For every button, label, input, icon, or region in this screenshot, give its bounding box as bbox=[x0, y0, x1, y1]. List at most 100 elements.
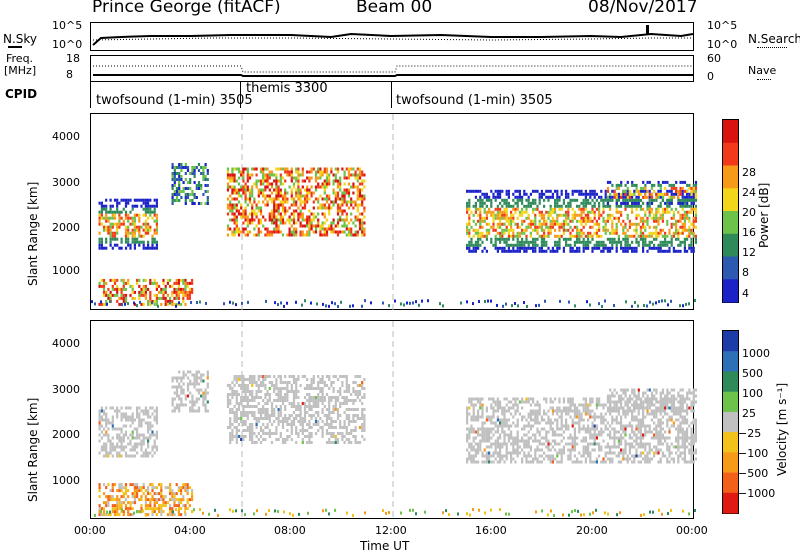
scatter-cell-region-1 bbox=[144, 296, 147, 300]
scatter-cell-region-2 bbox=[182, 181, 185, 184]
scatter-cell-region-3 bbox=[356, 203, 359, 207]
scatter-cell-region-2 bbox=[186, 376, 190, 380]
scatter-cell-region-0 bbox=[105, 237, 108, 241]
scatter-cell-region-4 bbox=[620, 210, 623, 214]
scatter-cell-region-0 bbox=[118, 225, 121, 229]
scatter-cell-region-3 bbox=[314, 230, 318, 234]
scatter-cell-region-0 bbox=[136, 433, 139, 437]
scatter-cell-region-4 bbox=[551, 210, 554, 214]
scatter-cell-region-4 bbox=[523, 228, 526, 232]
scatter-cell-region-4 bbox=[510, 424, 513, 428]
scatter-cell-region-4 bbox=[507, 189, 510, 193]
scatter-cell-region-1 bbox=[175, 290, 178, 294]
scatter-cell-region-3 bbox=[284, 206, 287, 210]
scatter-cell-region-4 bbox=[591, 192, 594, 196]
scatter-cell-region-4 bbox=[633, 228, 636, 232]
scatter-cell-region-2 bbox=[191, 400, 194, 404]
scatter-cell-region-4 bbox=[529, 204, 532, 208]
scatter-cell-region-1 bbox=[124, 296, 128, 300]
scatter-cell-region-0 bbox=[140, 225, 143, 229]
scatter-cell-region-4 bbox=[481, 439, 484, 443]
scatter-cell-region-4 bbox=[615, 207, 618, 211]
scatter-cell-region-4 bbox=[532, 418, 535, 422]
scatter-cell-region-4 bbox=[666, 249, 669, 253]
scatter-cell-region-5 bbox=[631, 183, 634, 187]
scatter-cell-region-0 bbox=[153, 204, 156, 208]
scatter-cell-region-5 bbox=[606, 189, 610, 193]
scatter-cell-near-range bbox=[175, 304, 177, 308]
scatter-cell-region-4 bbox=[642, 234, 645, 238]
scatter-cell-region-3 bbox=[301, 402, 304, 405]
scatter-cell-region-3 bbox=[347, 390, 351, 393]
scatter-cell-region-1 bbox=[155, 513, 158, 517]
scatter-cell-region-0 bbox=[136, 445, 139, 449]
scatter-cell-region-0 bbox=[131, 216, 134, 220]
scatter-cell-region-3 bbox=[336, 170, 340, 174]
scatter-cell-region-3 bbox=[268, 233, 271, 237]
scatter-cell-region-4 bbox=[490, 445, 493, 449]
scatter-cell-region-3 bbox=[328, 179, 331, 183]
scatter-cell-region-4 bbox=[507, 216, 510, 220]
scatter-cell-region-4 bbox=[510, 204, 513, 208]
scatter-cell-region-4 bbox=[675, 225, 678, 229]
scatter-cell-region-3 bbox=[281, 438, 285, 441]
scatter-cell-region-2 bbox=[193, 409, 196, 413]
scatter-cell-region-4 bbox=[538, 460, 541, 464]
scatter-cell-region-3 bbox=[332, 218, 335, 222]
scatter-cell-region-4 bbox=[653, 216, 656, 220]
scatter-cell-region-3 bbox=[310, 441, 313, 444]
scatter-cell-region-4 bbox=[532, 210, 535, 214]
scatter-cell-region-4 bbox=[466, 246, 469, 250]
scatter-cell-region-2 bbox=[178, 370, 181, 374]
scatter-cell-region-3 bbox=[358, 182, 362, 186]
scatter-cell-region-3 bbox=[356, 218, 359, 222]
scatter-cell-region-2 bbox=[204, 163, 207, 166]
scatter-cell-region-3 bbox=[299, 230, 302, 234]
scatter-cell-near-range bbox=[418, 303, 420, 307]
scatter-cell-region-0 bbox=[100, 445, 103, 449]
scatter-cell-region-1 bbox=[124, 504, 128, 508]
scatter-cell-region-4 bbox=[485, 406, 488, 410]
scatter-cell-region-4 bbox=[558, 442, 561, 446]
scatter-cell-region-4 bbox=[604, 192, 607, 196]
scatter-cell-region-4 bbox=[518, 189, 521, 193]
scatter-cell-region-5 bbox=[692, 189, 695, 193]
scatter-cell-region-4 bbox=[571, 192, 574, 196]
scatter-cell-region-4 bbox=[514, 222, 517, 226]
scatter-cell-region-4 bbox=[547, 228, 550, 232]
scatter-cell-region-4 bbox=[521, 213, 524, 217]
scatter-cell-region-4 bbox=[523, 442, 526, 446]
scatter-cell-region-1 bbox=[162, 287, 165, 291]
scatter-cell-region-4 bbox=[503, 249, 506, 253]
scatter-cell-region-4 bbox=[562, 436, 565, 440]
scatter-cell-region-4 bbox=[507, 400, 510, 404]
scatter-cell-region-3 bbox=[288, 230, 291, 234]
scatter-cell-region-4 bbox=[479, 415, 482, 419]
scatter-cell-region-4 bbox=[624, 249, 627, 253]
scatter-cell-region-0 bbox=[120, 436, 123, 440]
scatter-cell-region-3 bbox=[297, 167, 300, 171]
scatter-cell-region-4 bbox=[488, 222, 491, 226]
scatter-cell-region-3 bbox=[233, 378, 236, 381]
scatter-cell-region-4 bbox=[573, 415, 576, 419]
scatter-cell-region-0 bbox=[140, 424, 143, 428]
scatter-cell-near-range bbox=[169, 301, 171, 305]
scatter-cell-region-1 bbox=[109, 293, 112, 297]
scatter-cell-region-3 bbox=[321, 227, 324, 231]
scatter-cell-region-4 bbox=[527, 195, 530, 199]
scatter-cell-region-4 bbox=[492, 460, 495, 464]
scatter-cell-region-3 bbox=[240, 411, 243, 414]
scatter-cell-region-0 bbox=[120, 418, 123, 422]
scatter-cell-region-3 bbox=[253, 441, 256, 444]
scatter-cell-region-4 bbox=[556, 451, 559, 455]
scatter-cell-region-3 bbox=[233, 185, 236, 189]
scatter-cell-region-4 bbox=[580, 439, 583, 443]
scatter-cell-region-4 bbox=[657, 249, 660, 253]
scatter-cell-region-4 bbox=[670, 216, 673, 220]
scatter-cell-region-3 bbox=[299, 414, 302, 417]
scatter-cell-region-3 bbox=[312, 224, 315, 228]
scatter-cell-region-5 bbox=[606, 201, 610, 205]
scatter-cell-region-1 bbox=[102, 510, 106, 514]
scatter-cell-region-3 bbox=[244, 209, 247, 213]
scatter-cell-region-4 bbox=[664, 249, 667, 253]
